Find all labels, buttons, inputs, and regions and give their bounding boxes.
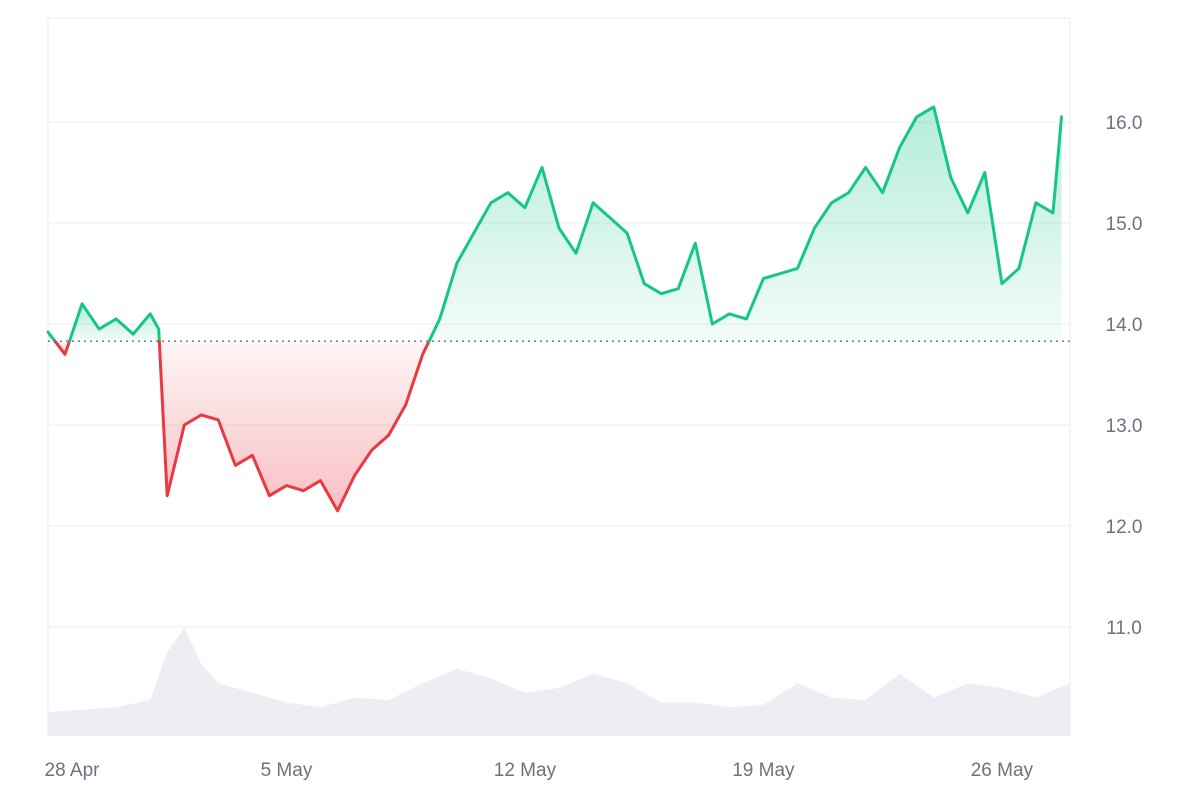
price-line-up	[46, 330, 57, 343]
y-tick-label: 12.0	[1106, 517, 1143, 538]
x-tick-label: 5 May	[261, 760, 313, 781]
price-area-up	[429, 106, 1062, 342]
volume-area	[48, 628, 1070, 736]
x-tick-label: 12 May	[494, 760, 557, 781]
price-area-up	[69, 303, 160, 342]
y-tick-label: 13.0	[1106, 416, 1143, 437]
x-tick-label: 26 May	[971, 760, 1034, 781]
price-line-up	[68, 302, 161, 343]
price-line-down	[53, 339, 71, 356]
y-tick-label: 11.0	[1106, 618, 1142, 639]
y-tick-label: 15.0	[1106, 214, 1143, 235]
y-tick-label: 16.0	[1106, 113, 1143, 134]
x-tick-label: 28 Apr	[45, 760, 101, 781]
x-tick-label: 19 May	[732, 760, 795, 781]
price-line-down	[157, 339, 431, 513]
price-line-up	[427, 105, 1063, 343]
y-tick-label: 14.0	[1106, 315, 1143, 336]
price-area-down	[159, 341, 430, 511]
